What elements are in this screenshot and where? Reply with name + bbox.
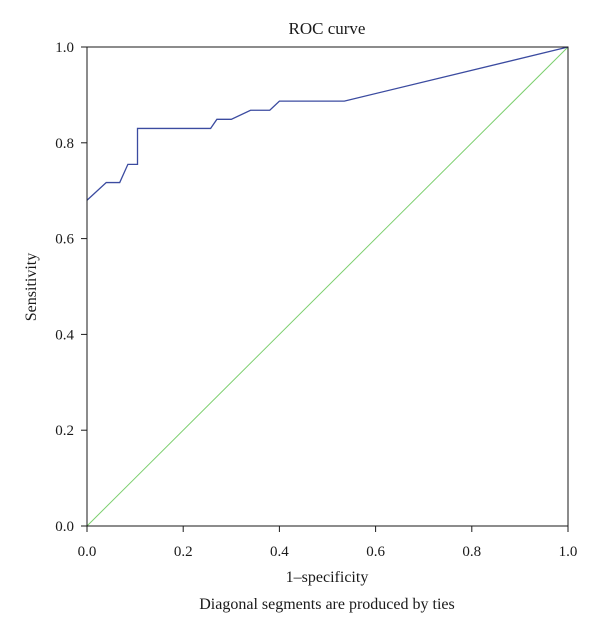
y-axis-ticks: 0.0 0.2 0.4 0.6 0.8 1.0 bbox=[55, 40, 87, 535]
y-tick-label: 0.8 bbox=[55, 136, 74, 152]
y-tick-label: 1.0 bbox=[55, 40, 74, 56]
x-axis-ticks: 0.0 0.2 0.4 0.6 0.8 1.0 bbox=[78, 526, 578, 560]
chart-title: ROC curve bbox=[289, 19, 366, 38]
y-tick-label: 0.0 bbox=[55, 519, 74, 535]
roc-curve-line bbox=[86, 46, 569, 201]
series-layer bbox=[86, 46, 569, 527]
x-tick-label: 0.4 bbox=[270, 544, 289, 560]
chart-footnote: Diagonal segments are produced by ties bbox=[199, 596, 454, 613]
reference-diagonal-line bbox=[86, 46, 569, 527]
x-tick-label: 0.2 bbox=[174, 544, 193, 560]
y-tick-label: 0.6 bbox=[55, 232, 74, 248]
y-axis-label: Sensitivity bbox=[23, 253, 40, 321]
x-tick-label: 1.0 bbox=[559, 544, 578, 560]
x-tick-label: 0.8 bbox=[462, 544, 481, 560]
x-axis-label: 1–specificity bbox=[286, 569, 369, 586]
y-tick-label: 0.2 bbox=[55, 423, 74, 439]
x-tick-label: 0.0 bbox=[78, 544, 97, 560]
y-tick-label: 0.4 bbox=[55, 327, 74, 343]
plot-frame bbox=[86, 46, 569, 527]
x-tick-label: 0.6 bbox=[366, 544, 385, 560]
